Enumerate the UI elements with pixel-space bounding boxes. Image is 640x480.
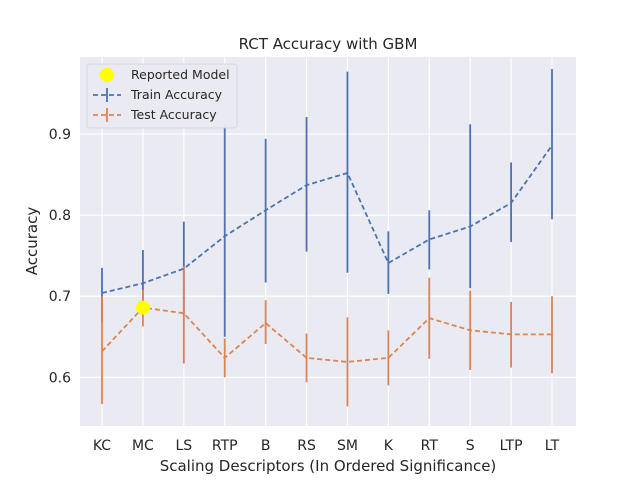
x-tick-label: S: [466, 438, 475, 454]
y-tick-label: 0.6: [49, 370, 71, 386]
x-tick-labels: KC MC LS RTP B RS SM K RT S LTP LT: [93, 438, 560, 454]
y-tick-label: 0.9: [49, 127, 71, 143]
legend-label-test-accuracy: Test Accuracy: [130, 107, 217, 122]
highlight-points: [135, 300, 150, 315]
x-axis-title: Scaling Descriptors (In Ordered Signific…: [160, 457, 497, 475]
x-tick-label: RTP: [212, 438, 238, 454]
x-tick-label: SM: [337, 438, 358, 454]
x-tick-label: LS: [175, 438, 192, 454]
legend-box: [86, 63, 238, 129]
legend-marker-reported-model: [100, 68, 114, 82]
series-lines: [101, 144, 553, 363]
x-tick-label: LTP: [500, 438, 523, 454]
legend-label-train-accuracy: Train Accuracy: [130, 87, 223, 102]
x-tick-label: B: [261, 438, 271, 454]
y-tick-label: 0.8: [49, 208, 71, 224]
y-axis-title: Accuracy: [23, 207, 41, 276]
reported-model-point: [135, 300, 150, 315]
series-line-test: [101, 306, 552, 363]
y-tick-labels: 0.6 0.7 0.8 0.9: [49, 127, 71, 386]
x-tick-label: RT: [421, 438, 439, 454]
legend: Reported Model Train Accuracy Test Accur…: [86, 63, 238, 129]
x-tick-label: LT: [545, 438, 560, 454]
x-tick-label: KC: [93, 438, 111, 454]
x-tick-label: K: [384, 438, 394, 454]
series-line-train: [101, 144, 553, 294]
chart-title: RCT Accuracy with GBM: [239, 35, 418, 53]
y-tick-label: 0.7: [49, 289, 71, 305]
x-tick-label: MC: [132, 438, 154, 454]
x-tick-label: RS: [297, 438, 316, 454]
legend-label-reported-model: Reported Model: [131, 67, 230, 82]
